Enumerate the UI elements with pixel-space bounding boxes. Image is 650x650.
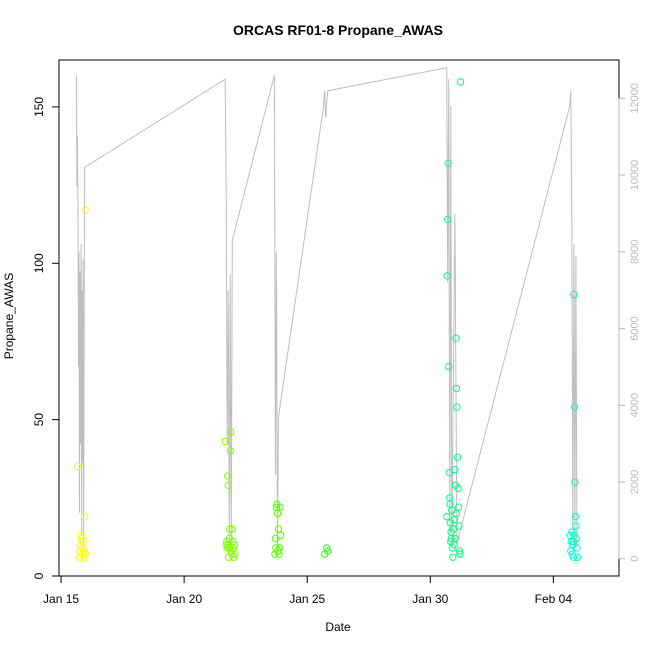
data-point [224,541,233,549]
secondary-y-tick-label: 12000 [629,83,641,114]
secondary-y-tick-label: 8000 [629,240,641,264]
data-point [273,509,282,518]
data-point [276,531,285,539]
data-point [221,437,229,446]
secondary-y-axis: 0 2000 4000 6000 8000 10000 12000 [618,83,641,562]
data-point [455,522,463,530]
x-axis: Jan 15 Jan 20 Jan 25 Jan 30 Feb 04 [43,575,573,606]
altitude-line [75,67,578,548]
data-point [572,522,580,530]
data-point [79,537,87,546]
y-tick-label: 100 [32,253,46,273]
y-tick-label: 0 [32,572,46,579]
data-point [452,384,461,393]
data-point [451,466,459,474]
data-point [443,272,451,280]
data-point [230,553,238,561]
data-point [224,472,232,480]
y-tick-label: 50 [32,413,46,427]
data-point [275,544,284,552]
data-point [447,528,455,536]
data-point [80,512,89,521]
data-point [454,503,463,511]
plot-area-border [58,59,620,577]
data-point [455,547,464,555]
x-axis-label: Date [325,620,351,634]
data-point [451,534,459,543]
data-point [449,553,457,561]
data-point [227,428,235,436]
x-tick-label: Jan 25 [289,592,325,606]
y-axis: 0 50 100 150 [32,97,60,579]
x-tick-label: Jan 15 [43,592,79,606]
data-point [453,403,461,411]
x-tick-label: Feb 04 [535,592,573,606]
y-tick-label: 150 [32,97,46,117]
data-point [445,362,453,371]
data-point [456,550,464,558]
data-point [276,503,284,511]
data-point [570,290,578,299]
data-point [444,215,452,224]
secondary-y-tick-label: 6000 [629,316,641,340]
data-point [225,544,234,552]
secondary-y-tick-label: 4000 [629,393,641,417]
secondary-y-tick-label: 0 [629,556,641,562]
data-point [82,550,90,558]
data-point [271,534,280,543]
data-point [274,525,283,533]
data-point [571,478,579,486]
data-point [73,462,82,471]
data-point [453,453,462,461]
data-point [81,206,89,214]
y-axis-label: Propane_AWAS [2,273,16,360]
data-point [569,553,578,561]
data-point [231,550,239,558]
secondary-y-tick-label: 2000 [629,470,641,494]
data-point [454,484,462,493]
data-point [228,525,237,533]
data-point [324,547,332,555]
data-point [226,525,234,533]
data-point [570,531,578,539]
data-point [224,481,232,489]
x-tick-label: Jan 30 [412,592,448,606]
chart-title: ORCAS RF01-8 Propane_AWAS [233,22,443,38]
data-point [570,403,579,411]
data-point [323,544,331,552]
data-point [446,500,454,508]
data-point [226,447,235,455]
data-point [445,469,453,477]
data-point [571,512,580,521]
data-point [452,334,460,342]
data-point [444,159,452,167]
secondary-y-tick-label: 10000 [629,160,641,191]
data-point [573,544,581,552]
data-point [456,78,465,86]
data-points-layer [73,78,582,561]
data-point [452,509,460,518]
secondary-line-layer [75,67,578,548]
x-tick-label: Jan 20 [166,592,202,606]
data-point [573,553,582,561]
data-point [443,512,451,521]
